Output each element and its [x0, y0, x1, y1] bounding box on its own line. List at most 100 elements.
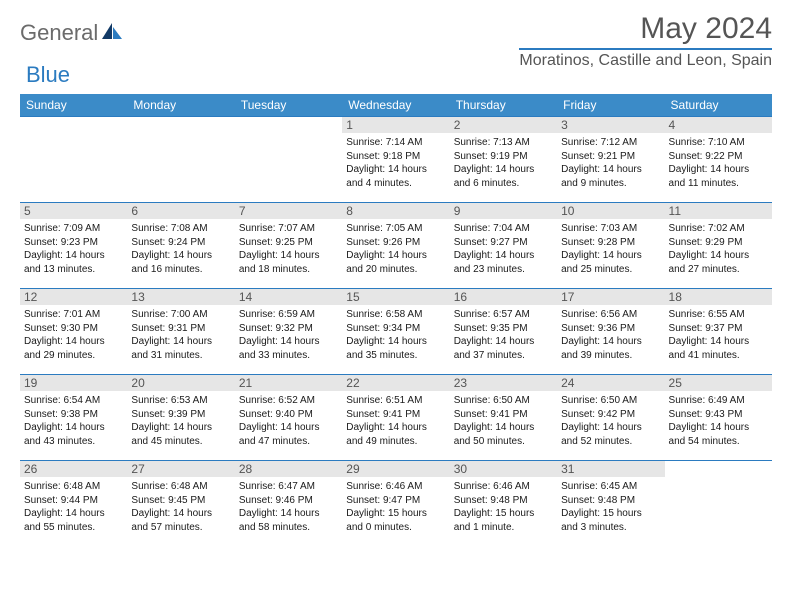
day-number: 1 — [342, 117, 449, 133]
day-number: 28 — [235, 461, 342, 477]
calendar-day-cell — [235, 117, 342, 203]
sunrise-line: Sunrise: 6:47 AM — [239, 480, 338, 494]
calendar-day-cell: 25Sunrise: 6:49 AMSunset: 9:43 PMDayligh… — [665, 375, 772, 461]
sunrise-line: Sunrise: 6:58 AM — [346, 308, 445, 322]
sunrise-line: Sunrise: 6:52 AM — [239, 394, 338, 408]
sunset-line: Sunset: 9:30 PM — [24, 322, 123, 336]
sunrise-line: Sunrise: 6:48 AM — [24, 480, 123, 494]
sunset-line: Sunset: 9:31 PM — [131, 322, 230, 336]
daylight-line: Daylight: 15 hours and 3 minutes. — [561, 507, 660, 534]
sunset-line: Sunset: 9:19 PM — [454, 150, 553, 164]
title-block: May 2024 Moratinos, Castille and Leon, S… — [519, 12, 772, 70]
daylight-line: Daylight: 15 hours and 1 minute. — [454, 507, 553, 534]
sunrise-line: Sunrise: 7:04 AM — [454, 222, 553, 236]
brand-part2: Blue — [26, 62, 70, 88]
sunrise-line: Sunrise: 7:14 AM — [346, 136, 445, 150]
daylight-line: Daylight: 14 hours and 54 minutes. — [669, 421, 768, 448]
month-title: May 2024 — [519, 12, 772, 50]
calendar-day-cell: 21Sunrise: 6:52 AMSunset: 9:40 PMDayligh… — [235, 375, 342, 461]
calendar-day-cell: 28 Sunrise: 6:47 AMSunset: 9:46 PMDayligh… — [235, 461, 342, 547]
day-number: 27 — [127, 461, 234, 477]
daylight-line: Daylight: 14 hours and 50 minutes. — [454, 421, 553, 448]
sunset-line: Sunset: 9:47 PM — [346, 494, 445, 508]
calendar-week-row: 5Sunrise: 7:09 AMSunset: 9:23 PMDaylight… — [20, 203, 772, 289]
calendar-day-cell: 20Sunrise: 6:53 AMSunset: 9:39 PMDayligh… — [127, 375, 234, 461]
sunrise-line: Sunrise: 6:56 AM — [561, 308, 660, 322]
calendar-day-cell: 31Sunrise: 6:45 AMSunset: 9:48 PMDayligh… — [557, 461, 664, 547]
sunrise-line: Sunrise: 7:09 AM — [24, 222, 123, 236]
sunrise-line: Sunrise: 7:08 AM — [131, 222, 230, 236]
sunset-line: Sunset: 9:35 PM — [454, 322, 553, 336]
day-number: 2 — [450, 117, 557, 133]
sunrise-line: Sunrise: 6:45 AM — [561, 480, 660, 494]
sunset-line: Sunset: 9:32 PM — [239, 322, 338, 336]
day-number: 3 — [557, 117, 664, 133]
sunset-line: Sunset: 9:45 PM — [131, 494, 230, 508]
day-number: 10 — [557, 203, 664, 219]
calendar-day-cell: 12Sunrise: 7:01 AMSunset: 9:30 PMDayligh… — [20, 289, 127, 375]
calendar-day-cell: 11Sunrise: 7:02 AMSunset: 9:29 PMDayligh… — [665, 203, 772, 289]
sunrise-line: Sunrise: 6:57 AM — [454, 308, 553, 322]
sunset-line: Sunset: 9:40 PM — [239, 408, 338, 422]
day-number: 17 — [557, 289, 664, 305]
day-number: 13 — [127, 289, 234, 305]
day-number: 18 — [665, 289, 772, 305]
day-number: 15 — [342, 289, 449, 305]
day-number: 7 — [235, 203, 342, 219]
weekday-header: Sunday — [20, 94, 127, 117]
sunset-line: Sunset: 9:41 PM — [346, 408, 445, 422]
daylight-line: Daylight: 14 hours and 4 minutes. — [346, 163, 445, 190]
calendar-week-row: 26Sunrise: 6:48 AMSunset: 9:44 PMDayligh… — [20, 461, 772, 547]
day-number: 11 — [665, 203, 772, 219]
calendar-day-cell: 8Sunrise: 7:05 AMSunset: 9:26 PMDaylight… — [342, 203, 449, 289]
calendar-day-cell — [665, 461, 772, 547]
sunrise-line: Sunrise: 7:12 AM — [561, 136, 660, 150]
sunset-line: Sunset: 9:21 PM — [561, 150, 660, 164]
day-number: 14 — [235, 289, 342, 305]
sunrise-line: Sunrise: 6:54 AM — [24, 394, 123, 408]
daylight-line: Daylight: 14 hours and 13 minutes. — [24, 249, 123, 276]
logo-sail-icon — [102, 23, 124, 44]
calendar-day-cell: 16 Sunrise: 6:57 AMSunset: 9:35 PMDayligh… — [450, 289, 557, 375]
daylight-line: Daylight: 14 hours and 58 minutes. — [239, 507, 338, 534]
calendar-day-cell: 24Sunrise: 6:50 AMSunset: 9:42 PMDayligh… — [557, 375, 664, 461]
sunrise-line: Sunrise: 7:03 AM — [561, 222, 660, 236]
sunrise-line: Sunrise: 6:46 AM — [454, 480, 553, 494]
day-number: 31 — [557, 461, 664, 477]
daylight-line: Daylight: 14 hours and 23 minutes. — [454, 249, 553, 276]
sunrise-line: Sunrise: 7:10 AM — [669, 136, 768, 150]
calendar-day-cell: 7Sunrise: 7:07 AMSunset: 9:25 PMDaylight… — [235, 203, 342, 289]
daylight-line: Daylight: 14 hours and 9 minutes. — [561, 163, 660, 190]
sunrise-line: Sunrise: 7:01 AM — [24, 308, 123, 322]
sunset-line: Sunset: 9:48 PM — [454, 494, 553, 508]
daylight-line: Daylight: 14 hours and 37 minutes. — [454, 335, 553, 362]
calendar-day-cell: 9Sunrise: 7:04 AMSunset: 9:27 PMDaylight… — [450, 203, 557, 289]
calendar-day-cell: 23Sunrise: 6:50 AMSunset: 9:41 PMDayligh… — [450, 375, 557, 461]
calendar-week-row: 19Sunrise: 6:54 AMSunset: 9:38 PMDayligh… — [20, 375, 772, 461]
sunset-line: Sunset: 9:37 PM — [669, 322, 768, 336]
weekday-header: Tuesday — [235, 94, 342, 117]
daylight-line: Daylight: 14 hours and 25 minutes. — [561, 249, 660, 276]
sunset-line: Sunset: 9:22 PM — [669, 150, 768, 164]
sunset-line: Sunset: 9:34 PM — [346, 322, 445, 336]
brand-part1: General — [20, 20, 98, 46]
sunset-line: Sunset: 9:39 PM — [131, 408, 230, 422]
sunrise-line: Sunrise: 6:46 AM — [346, 480, 445, 494]
sunrise-line: Sunrise: 6:48 AM — [131, 480, 230, 494]
sunset-line: Sunset: 9:46 PM — [239, 494, 338, 508]
day-number: 16 — [450, 289, 557, 305]
sunrise-line: Sunrise: 6:50 AM — [454, 394, 553, 408]
daylight-line: Daylight: 14 hours and 55 minutes. — [24, 507, 123, 534]
sunrise-line: Sunrise: 6:50 AM — [561, 394, 660, 408]
sunset-line: Sunset: 9:28 PM — [561, 236, 660, 250]
daylight-line: Daylight: 14 hours and 35 minutes. — [346, 335, 445, 362]
calendar-week-row: 12Sunrise: 7:01 AMSunset: 9:30 PMDayligh… — [20, 289, 772, 375]
day-number: 29 — [342, 461, 449, 477]
daylight-line: Daylight: 14 hours and 52 minutes. — [561, 421, 660, 448]
weekday-header-row: Sunday Monday Tuesday Wednesday Thursday… — [20, 94, 772, 117]
calendar-day-cell: 19Sunrise: 6:54 AMSunset: 9:38 PMDayligh… — [20, 375, 127, 461]
day-number: 9 — [450, 203, 557, 219]
daylight-line: Daylight: 14 hours and 49 minutes. — [346, 421, 445, 448]
day-number: 5 — [20, 203, 127, 219]
calendar-day-cell: 2Sunrise: 7:13 AMSunset: 9:19 PMDaylight… — [450, 117, 557, 203]
